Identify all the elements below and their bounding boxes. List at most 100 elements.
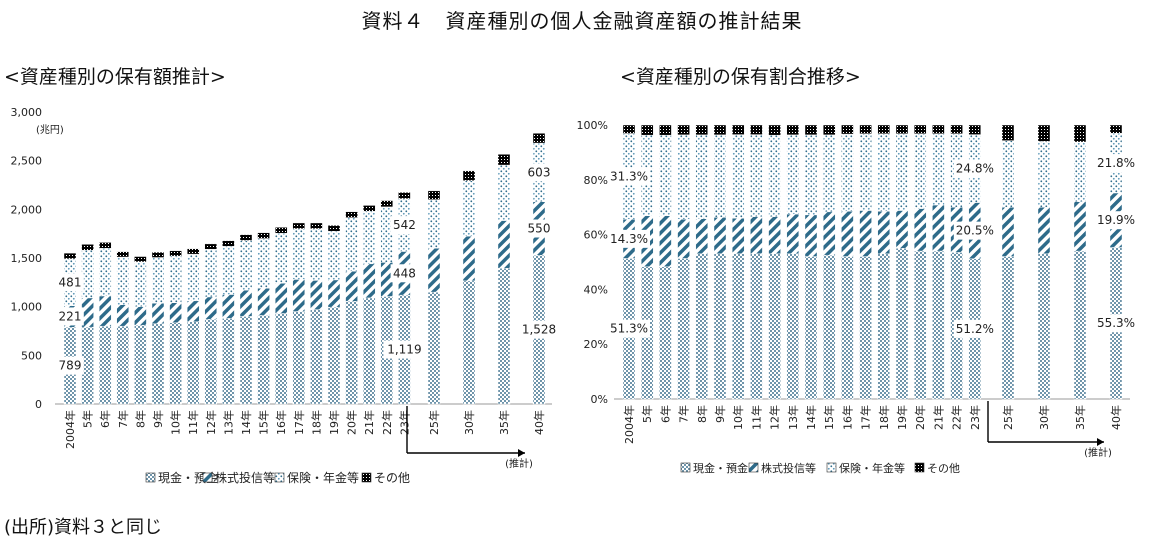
bar-segment: [677, 219, 690, 259]
x-tick-label: 17年: [859, 405, 873, 430]
bar-segment: [804, 124, 818, 136]
bar-segment: [768, 253, 781, 400]
bar-segment: [823, 124, 836, 136]
x-tick-label: 17年: [292, 410, 306, 435]
bar-segment: [275, 227, 288, 234]
bar-segment: [695, 253, 708, 400]
data-label-box: [953, 159, 996, 178]
x-tick-label: 30年: [1037, 405, 1051, 430]
bar-segment: [768, 134, 781, 217]
x-tick-label: 22年: [950, 405, 964, 430]
data-label: 20.5%: [956, 224, 994, 238]
bar-segment: [659, 266, 672, 400]
bar-segment: [695, 218, 708, 254]
bar-segment: [1001, 140, 1015, 208]
y-tick-label: 20%: [584, 338, 608, 351]
bar-segment: [877, 124, 890, 134]
y-tick-label: 0: [35, 398, 42, 411]
bar-segment: [786, 124, 799, 136]
y-tick-label: 100%: [577, 119, 608, 132]
bar-segment: [841, 124, 854, 135]
bar-segment: [750, 124, 763, 135]
x-tick-label: 8年: [695, 405, 709, 423]
x-tick-label: 14年: [804, 405, 818, 430]
x-tick-label: 25年: [1001, 405, 1015, 430]
bar-segment: [786, 134, 799, 215]
bar-segment: [1073, 250, 1087, 400]
data-label-box: [953, 319, 996, 338]
bar-segment: [732, 134, 745, 219]
data-label: 51.3%: [610, 322, 648, 336]
bar-segment: [786, 213, 799, 254]
data-label: 1,119: [387, 343, 421, 357]
page-title: 資料４ 資産種別の個人金融資産額の推計結果: [361, 9, 803, 33]
data-label: 448: [393, 266, 416, 280]
bar-segment: [398, 192, 411, 199]
x-tick-label: 13年: [221, 410, 235, 435]
bar-segment: [134, 256, 147, 263]
data-label-box: [525, 163, 553, 182]
bar-segment: [327, 225, 341, 232]
bar-segment: [895, 210, 909, 249]
x-tick-label: 19年: [895, 405, 909, 430]
data-label-box: [56, 307, 84, 326]
x-tick-label: 10年: [731, 405, 745, 430]
bar-segment: [823, 134, 836, 213]
x-tick-label: 15年: [257, 410, 271, 435]
bar-segment: [732, 217, 745, 254]
bar-segment: [823, 211, 836, 256]
bar-segment: [932, 204, 945, 252]
bar-segment: [1037, 253, 1051, 400]
x-tick-label: 16年: [274, 410, 288, 435]
data-label: 21.8%: [1097, 156, 1135, 170]
bar-segment: [804, 256, 818, 400]
x-tick-label: 9年: [151, 410, 165, 428]
legend-cash-swatch: [145, 472, 156, 483]
bar-segment: [98, 242, 112, 249]
bar-segment: [859, 210, 872, 257]
y-tick-label: 1,000: [11, 301, 43, 314]
x-tick-label: 16年: [840, 405, 854, 430]
x-tick-label: 20年: [345, 410, 359, 435]
bar-segment: [713, 134, 727, 218]
bar-segment: [932, 133, 945, 206]
bar-segment: [1073, 124, 1087, 143]
bar-segment: [732, 124, 745, 135]
legend-stocks-swatch: [202, 472, 213, 483]
legend-other: その他: [927, 462, 960, 475]
legend-cash-swatch: [680, 462, 691, 473]
projection-label: (推計): [1084, 446, 1112, 459]
x-tick-label: 21年: [362, 410, 376, 435]
y-tick-label: 80%: [584, 174, 608, 187]
bar-segment: [968, 124, 981, 135]
bar-segment: [257, 232, 270, 239]
bar-segment: [151, 251, 165, 258]
bar-segment: [292, 222, 305, 230]
legend-insurance-swatch: [274, 472, 285, 483]
x-tick-label: 25年: [427, 410, 441, 435]
bar-segment: [895, 124, 909, 134]
x-tick-label: 2004年: [622, 405, 636, 444]
data-label-box: [608, 167, 650, 186]
projection-label: (推計): [505, 457, 533, 470]
bar-segment: [1001, 206, 1015, 257]
bar-segment: [768, 124, 781, 136]
x-tick-label: 22年: [380, 410, 394, 435]
bar-segment: [532, 133, 546, 144]
data-label: 550: [528, 222, 551, 236]
bar-segment: [462, 170, 476, 181]
bar-segment: [750, 216, 763, 254]
data-label: 542: [393, 218, 416, 232]
legend-insurance-swatch: [826, 462, 837, 473]
data-label-box: [953, 221, 996, 240]
bar-segment: [804, 134, 818, 216]
bar-segment: [914, 208, 927, 252]
y-tick-label: 500: [21, 349, 42, 362]
x-tick-label: 11年: [186, 410, 200, 435]
amount-chart: 0 500 1,000 1,500 2,000 2,500 3,000 (兆円) 2004年 5年…: [11, 106, 560, 485]
legend-stocks: 株式投信等: [215, 470, 275, 485]
bar-segment: [239, 234, 253, 241]
bar-segment: [677, 134, 690, 220]
legend-other-swatch: [361, 472, 372, 483]
bar-segment: [713, 124, 727, 136]
